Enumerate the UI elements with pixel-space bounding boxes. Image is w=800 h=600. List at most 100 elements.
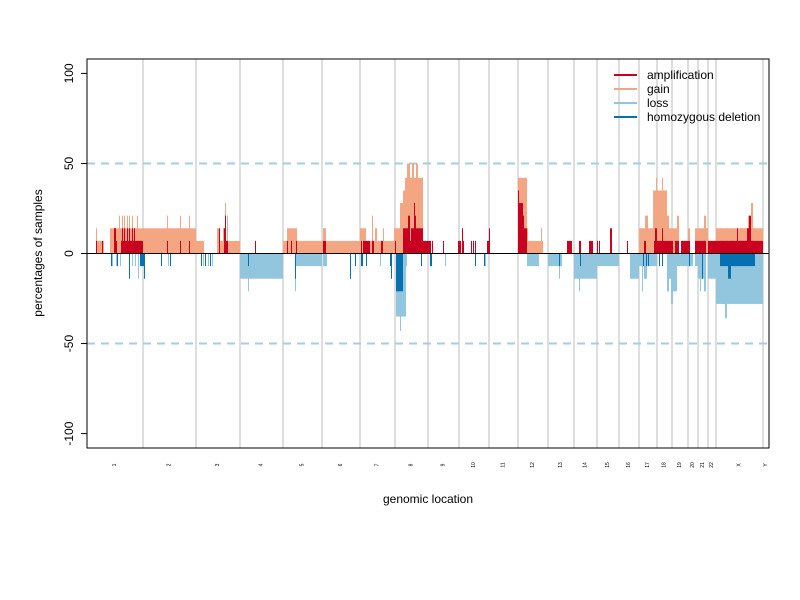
chromosome-label: 18 [662,462,668,468]
amplification-bar [737,228,738,254]
amplification-bar [287,240,288,254]
amplification-bar [675,240,677,254]
y-tick-label: 50 [62,156,76,170]
loss-bar [721,253,727,304]
loss-bar [116,253,117,267]
legend-label: homozygous deletion [647,110,760,124]
homozygous-deletion-bar [689,253,690,267]
gain-bar [751,203,753,254]
homozygous-deletion-bar [662,253,663,267]
amplification-bar [627,240,628,254]
amplification-bar [96,240,97,254]
homozygous-deletion-bar [201,253,202,267]
amplification-bar [291,240,292,254]
chromosome-label: 11 [501,462,507,467]
amplification-bar [411,228,414,254]
loss-bar [323,253,327,267]
gain-bar [217,240,240,254]
amplification-bar [432,240,433,254]
loss-bar [673,253,677,292]
homozygous-deletion-bar [728,253,731,279]
gain-bar [189,215,190,254]
loss-bar [248,253,249,292]
amplification-bar [323,240,326,254]
gain-bar [196,240,204,254]
homozygous-deletion-bar [390,253,391,267]
chromosome-label: Y [763,463,769,467]
bar-layer [96,163,763,331]
y-axis: 100 50 0 -50 -100 [62,63,87,446]
gain-bar [418,177,423,254]
y-tick-label: 100 [62,63,76,83]
loss-bar [677,253,688,267]
homozygous-deletion-bar [721,253,755,267]
chromosome-label: 17 [645,462,651,468]
loss-bar [380,253,381,267]
loss-bar [551,253,552,267]
amplification-bar [180,240,181,254]
amplification-bar [122,228,123,254]
amplification-bar [681,240,688,254]
gain-bar [217,228,220,254]
loss-bar [698,253,705,279]
amplification-bar [721,240,722,254]
gain-bar [645,215,648,254]
chromosome-label: 21 [700,462,706,468]
chromosome-label: 15 [605,462,611,468]
amplification-bar [599,240,600,254]
y-tick-label: 0 [62,250,76,257]
x-axis-chromosome-labels: 1 2 3 4 5 6 7 8 9 10 11 12 13 14 15 16 17 18 19 20 21 22 X Y [112,462,769,468]
x-axis-label: genomic location [383,492,473,506]
chromosome-label: 8 [409,463,415,466]
loss-bar [138,253,139,279]
loss-bar [700,253,701,292]
loss-bar [212,253,213,267]
amplification-bar [403,228,410,254]
amplification-bar [567,240,572,254]
amplification-bar [749,215,751,254]
chromosome-label: 16 [626,462,632,468]
chromosome-label: 2 [167,463,173,466]
loss-bar [708,253,716,279]
loss-bar [240,253,283,279]
amplification-bar [132,228,133,254]
chromosome-label: 20 [690,462,696,468]
homozygous-deletion-bar [210,253,211,267]
homozygous-deletion-bar [170,253,171,267]
chromosome-label: 12 [530,462,536,468]
loss-bar [671,253,673,304]
amplification-bar [688,240,690,254]
amplification-bar [524,240,527,254]
gain-bar [283,240,287,254]
y-tick-label: -100 [62,421,76,445]
amplification-bar [416,228,423,254]
gain-bar [541,228,542,254]
gain-bar [395,228,400,254]
chromosome-label: 1 [112,463,118,466]
y-axis-label: percentages of samples [31,189,45,316]
chromosome-label: 3 [215,463,221,466]
homozygous-deletion-bar [248,253,249,267]
gain-bar [394,228,395,254]
chromosome-label: 13 [558,462,564,468]
amplification-bar [751,240,753,254]
amplification-bar [677,240,679,254]
gain-bar [223,228,224,254]
loss-bar [630,253,639,279]
amplification-bar [395,240,396,254]
homozygous-deletion-bar [646,253,647,267]
loss-bar [485,253,486,267]
amplification-bar [116,240,117,254]
gain-bar [412,163,414,254]
amplification-bar [372,240,374,254]
homozygous-deletion-bar [648,253,649,267]
amplification-bar [744,240,749,254]
gain-bar [119,215,120,254]
homozygous-deletion-bar [142,253,144,267]
homozygous-deletion-bar [484,253,485,267]
homozygous-deletion-bar [361,253,363,267]
chromosome-label: X [737,463,743,467]
homozygous-deletion-bar [117,253,118,267]
